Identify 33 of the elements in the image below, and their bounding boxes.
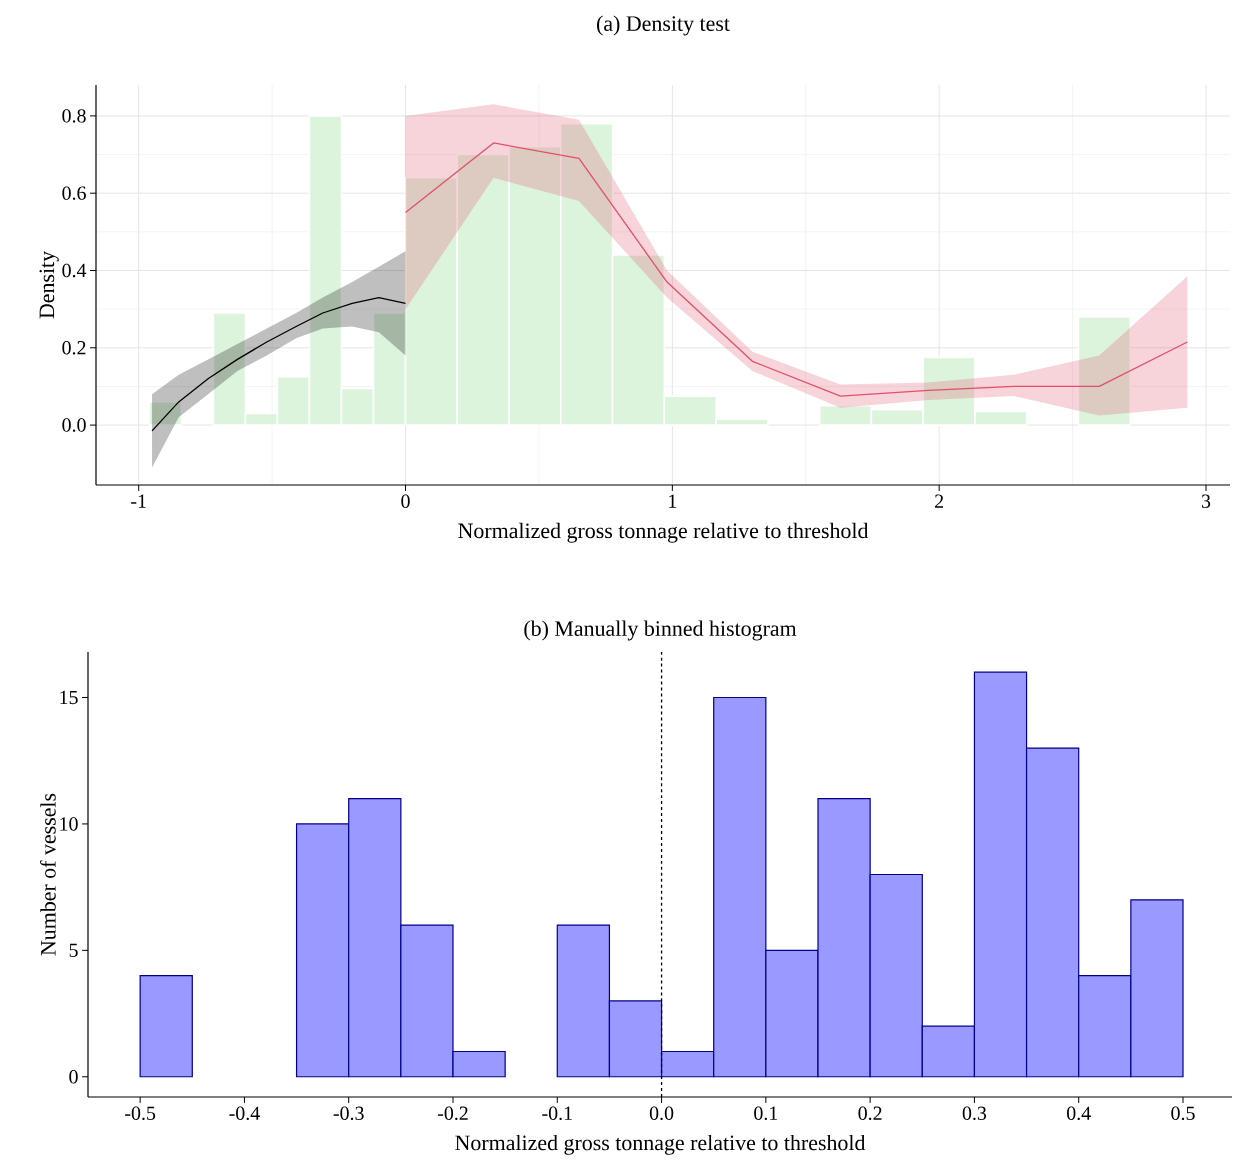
x-axis-title: Normalized gross tonnage relative to threshold: [455, 1134, 866, 1155]
x-tick-label: 2: [935, 494, 944, 508]
y-tick-label: 0: [69, 1070, 78, 1084]
x-tick-label: 0.1: [754, 1106, 778, 1121]
y-tick-label: 0.2: [62, 341, 86, 355]
y-axis-title: Number of vessels: [40, 793, 56, 956]
x-tick-label: -1: [131, 494, 146, 508]
y-axis-title: Density: [39, 250, 59, 319]
y-tick-label: 0.4: [62, 263, 87, 278]
x-tick-label: -0.5: [125, 1106, 156, 1121]
line-series: [404, 142, 1188, 397]
x-tick-label: 0.3: [962, 1106, 987, 1121]
x-tick-label: -0.3: [333, 1106, 364, 1121]
x-tick-label: 0.4: [1067, 1106, 1091, 1121]
x-tick-label: 0.5: [1171, 1106, 1195, 1121]
y-tick-label: 15: [60, 690, 78, 705]
y-tick-label: 0.8: [62, 109, 86, 123]
chart-title: (b) Manually binned histogram: [524, 620, 797, 641]
x-tick-label: 0: [401, 494, 410, 508]
y-tick-label: 0.6: [62, 186, 86, 200]
x-tick-label: -0.1: [542, 1106, 572, 1121]
x-tick-label: 3: [1201, 494, 1211, 508]
x-tick-label: -0.4: [229, 1106, 260, 1121]
chart-title: (a) Density test: [597, 15, 730, 36]
x-tick-label: 0.0: [649, 1106, 674, 1121]
y-tick-label: 5: [69, 943, 78, 957]
x-axis-title: Normalized gross tonnage relative to threshold: [458, 522, 869, 543]
y-tick-label: 10: [60, 817, 78, 831]
y-tick-label: 0.0: [62, 418, 86, 432]
line-series: [151, 296, 407, 432]
x-tick-label: -0.2: [437, 1106, 468, 1121]
x-tick-label: 0.2: [858, 1106, 882, 1121]
x-tick-label: 1: [669, 494, 677, 508]
